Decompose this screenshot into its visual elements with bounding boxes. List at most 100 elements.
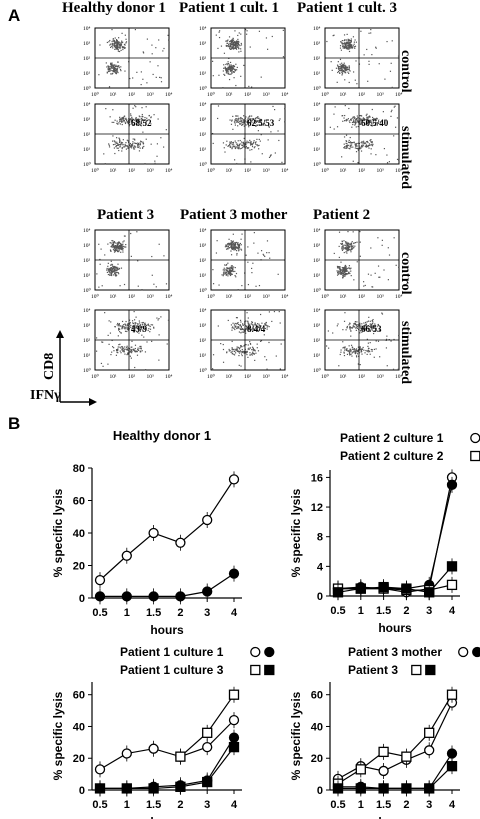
x-tick-label: 10³ xyxy=(377,294,385,300)
data-point xyxy=(175,537,186,548)
y-tick-label: 10¹ xyxy=(83,71,91,77)
data-point xyxy=(94,783,106,794)
data-point xyxy=(446,479,458,490)
x-tick-label: 10³ xyxy=(263,92,271,98)
y-tick-label: 10² xyxy=(313,338,321,344)
data-point xyxy=(175,591,186,602)
y-tick-label: 60 xyxy=(73,690,85,702)
y-axis-label: % specific lysis xyxy=(51,488,65,577)
y-tick-label: 0 xyxy=(79,593,85,605)
y-tick-label: 10¹ xyxy=(313,353,321,359)
x-tick-label: 10³ xyxy=(147,168,155,174)
x-tick-label: 1.5 xyxy=(146,799,161,811)
y-tick-label: 10² xyxy=(83,338,91,344)
x-tick-label: 0.5 xyxy=(92,799,107,811)
x-tick-label: 2 xyxy=(403,605,409,617)
y-tick-label: 10³ xyxy=(199,41,207,47)
x-tick-label: 4 xyxy=(231,799,238,811)
y-tick-label: 10³ xyxy=(83,323,91,329)
ifn-gamma-axis-label: IFNγ xyxy=(30,388,61,403)
data-point xyxy=(148,591,159,602)
data-point xyxy=(378,581,389,593)
data-point xyxy=(202,741,213,753)
flow-cytometry-panel: 10⁰10⁰10¹10¹10²10²10³10³10⁴10⁴10⁰10⁰10¹1… xyxy=(56,26,403,406)
x-tick-label: 2 xyxy=(177,607,183,619)
data-point xyxy=(446,579,458,591)
x-tick-label: 10⁴ xyxy=(395,168,403,174)
data-point xyxy=(411,664,422,676)
y-tick-label: 8 xyxy=(317,532,323,544)
y-tick-label: 10⁴ xyxy=(313,308,321,314)
y-tick-label: 10³ xyxy=(199,117,207,123)
x-tick-label: 1 xyxy=(124,607,130,619)
y-tick-label: 10² xyxy=(83,56,91,62)
x-tick-label: 10⁴ xyxy=(165,294,173,300)
x-tick-label: 10² xyxy=(128,294,136,300)
y-tick-label: 10³ xyxy=(313,117,321,123)
x-tick-label: 10² xyxy=(244,294,252,300)
x-tick-label: 10⁰ xyxy=(207,91,216,98)
data-point xyxy=(470,432,480,444)
y-tick-label: 10⁰ xyxy=(313,85,322,92)
panel-b-letter: B xyxy=(8,414,21,433)
y-tick-label: 10² xyxy=(313,132,321,138)
legend-entry: Patient 3 xyxy=(348,663,398,677)
x-tick-label: 10² xyxy=(358,92,366,98)
y-tick-label: 10³ xyxy=(83,117,91,123)
data-point xyxy=(202,514,213,526)
data-point xyxy=(424,587,435,598)
legend-entry: Patient 3 mother xyxy=(348,645,442,659)
x-tick-label: 10³ xyxy=(147,294,155,300)
y-tick-label: 20 xyxy=(73,753,85,765)
data-point xyxy=(401,783,412,794)
y-tick-label: 10² xyxy=(199,132,207,138)
x-tick-label: 10³ xyxy=(147,374,155,380)
data-point xyxy=(250,646,261,658)
legend-entry: Patient 1 culture 1 xyxy=(120,645,224,659)
data-point xyxy=(470,450,480,462)
x-tick-label: 10⁰ xyxy=(321,373,330,380)
x-tick-label: 10⁴ xyxy=(395,374,403,380)
data-point xyxy=(94,764,106,775)
x-tick-label: 10⁴ xyxy=(165,92,173,98)
y-tick-label: 10¹ xyxy=(83,273,91,279)
x-tick-label: 10⁰ xyxy=(321,293,330,300)
x-tick-label: 10² xyxy=(358,294,366,300)
y-tick-label: 10⁰ xyxy=(199,85,208,92)
data-point xyxy=(378,765,389,777)
quadrant-percentage: 43/9 xyxy=(131,324,148,334)
x-tick-label: 10¹ xyxy=(110,374,118,380)
data-point xyxy=(401,751,412,762)
y-tick-label: 40 xyxy=(73,721,85,733)
series-line xyxy=(337,702,453,780)
y-tick-label: 10⁴ xyxy=(199,308,207,314)
x-tick-label: 10⁰ xyxy=(207,293,216,300)
y-tick-label: 10² xyxy=(199,258,207,264)
x-tick-label: 10⁰ xyxy=(207,373,216,380)
data-point xyxy=(250,664,261,676)
quadrant-percentage: 62.5/53 xyxy=(247,118,275,128)
series-line xyxy=(100,573,235,597)
x-tick-label: 0.5 xyxy=(92,607,107,619)
x-tick-label: 4 xyxy=(449,605,456,617)
x-tick-label: 1 xyxy=(358,799,364,811)
x-tick-label: 10¹ xyxy=(340,168,348,174)
data-point xyxy=(355,583,366,594)
x-tick-label: 10³ xyxy=(263,294,271,300)
y-tick-label: 10¹ xyxy=(199,353,207,359)
x-tick-label: 10² xyxy=(244,374,252,380)
x-tick-label: 1.5 xyxy=(146,607,161,619)
x-tick-label: 1.5 xyxy=(376,605,391,617)
x-tick-label: 10⁴ xyxy=(165,374,173,380)
series-line xyxy=(100,737,235,790)
lysis-chart: 0 20 40 60 0.5 1 1.5 2 3 4 hours % specific lysis Pa… xyxy=(289,645,480,819)
data-point xyxy=(148,743,159,754)
x-tick-label: 2 xyxy=(403,799,409,811)
x-tick-label: 10¹ xyxy=(340,92,348,98)
x-tick-label: 10³ xyxy=(147,92,155,98)
series-line xyxy=(337,484,453,590)
